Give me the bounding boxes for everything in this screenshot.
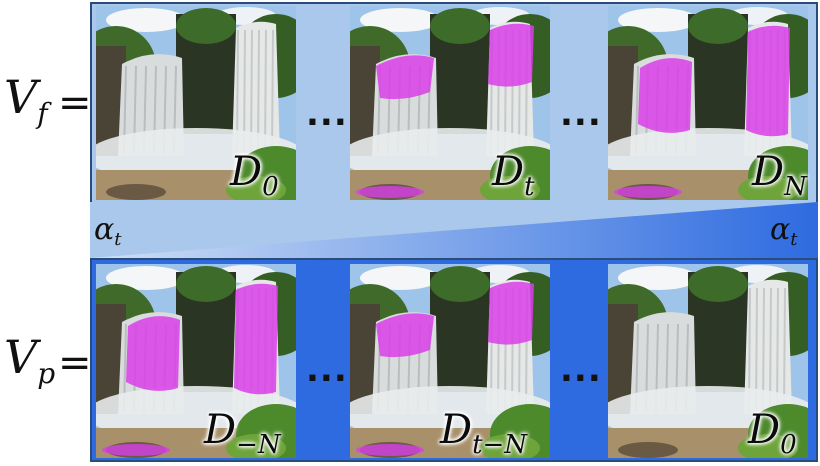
frame-label: Dt (492, 149, 535, 202)
waterfall-frame (350, 264, 550, 458)
backward-frames-panel: ... ... D−N Dt−N D0 (90, 258, 818, 462)
vf-label: Vf (4, 70, 48, 130)
frame-label: D−N (204, 407, 281, 460)
ellipsis: ... (306, 94, 348, 134)
frame-label: D0 (230, 149, 279, 202)
ellipsis: ... (560, 94, 602, 134)
waterfall-frame (608, 264, 808, 458)
frame-label: D0 (748, 407, 797, 460)
ellipsis: ... (560, 350, 602, 390)
vp-equals: = (58, 340, 92, 386)
waterfall-frame (350, 6, 550, 200)
alpha-gradient-wedge (90, 202, 818, 258)
waterfall-frame (96, 6, 296, 200)
forward-frames-panel: ... ... D0 Dt DN (90, 2, 818, 204)
vf-equals: = (58, 80, 92, 126)
waterfall-frame (608, 6, 808, 200)
frame-label: Dt−N (440, 407, 528, 460)
vp-label: Vp (4, 330, 56, 390)
alpha-right: αt (770, 212, 798, 250)
alpha-left: αt (94, 212, 122, 250)
ellipsis: ... (306, 350, 348, 390)
waterfall-frame (96, 264, 296, 458)
frame-label: DN (752, 149, 807, 202)
